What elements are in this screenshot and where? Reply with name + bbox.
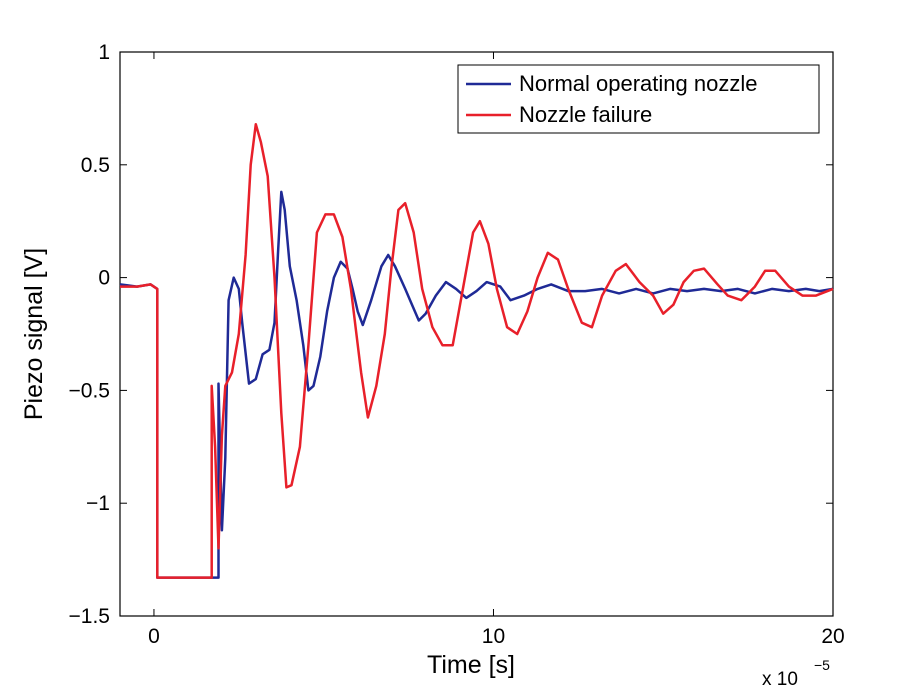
x-tick-label: 0 <box>148 625 160 648</box>
ticks-layer: 0 10 20 −1.5 −1 −0.5 0 0.5 1 <box>69 41 845 648</box>
x-tick-label: 10 <box>482 625 505 648</box>
x-tick-label: 20 <box>821 625 844 648</box>
y-tick-label: 0.5 <box>81 154 110 177</box>
legend-label-normal: Normal operating nozzle <box>519 71 757 96</box>
y-tick-label: −1 <box>86 492 110 515</box>
y-tick-label: −0.5 <box>69 379 110 402</box>
legend-label-failure: Nozzle failure <box>519 102 652 127</box>
legend: Normal operating nozzle Nozzle failure <box>457 64 820 134</box>
y-axis-label: Piezo signal [V] <box>20 248 48 420</box>
x-multiplier-exponent: −5 <box>814 657 830 673</box>
x-multiplier-label: x 10 <box>762 669 798 690</box>
y-tick-label: 1 <box>98 41 110 64</box>
series-layer <box>119 122 834 579</box>
y-tick-label: −1.5 <box>69 605 110 628</box>
series-line-failure <box>120 122 834 579</box>
legend-box <box>457 64 820 134</box>
x-axis-label: Time [s] <box>427 651 515 679</box>
y-tick-label: 0 <box>98 267 110 290</box>
